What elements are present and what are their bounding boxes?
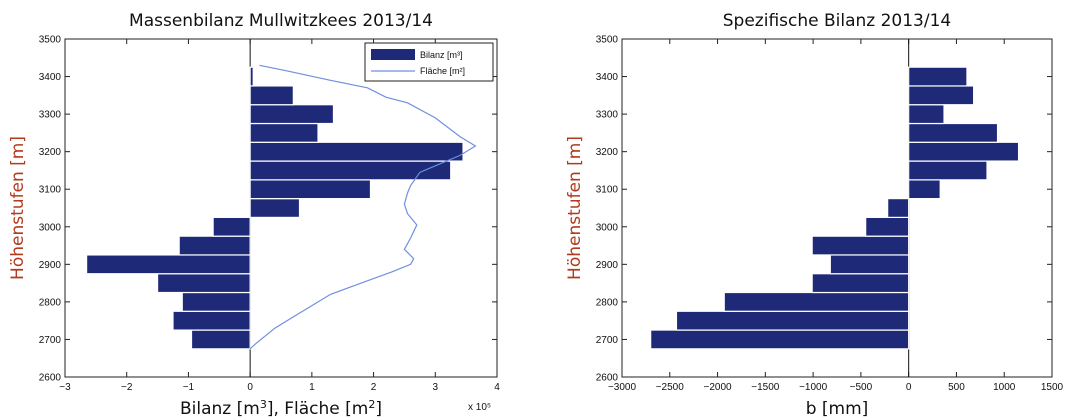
- y-tick-label: 3300: [39, 110, 62, 121]
- bar: [723, 291, 910, 312]
- bar: [156, 273, 251, 294]
- bar: [212, 216, 251, 237]
- legend-label-flaeche: Fläche [m²]: [420, 66, 465, 76]
- y-tick-label: 2600: [39, 373, 62, 384]
- x-tick-label: −1500: [751, 382, 780, 393]
- line-series-flaeche: [249, 64, 477, 350]
- x-tick-label: 1000: [993, 382, 1016, 393]
- x-tick-label: −2500: [656, 382, 685, 393]
- plot-frame: [621, 38, 1053, 378]
- x-tick-label: 0: [906, 382, 912, 393]
- y-axis-label: Höhenstufen [m]: [565, 136, 585, 280]
- x-axis-multiplier: x 10⁵: [468, 402, 491, 413]
- bar: [181, 291, 251, 312]
- x-tick-label: 2: [371, 382, 377, 393]
- chart-title: Spezifische Bilanz 2013/14: [723, 11, 952, 31]
- y-tick-label: 3500: [39, 35, 62, 46]
- bar: [249, 85, 294, 106]
- x-tick-label: 1: [309, 382, 315, 393]
- chart-spezifische-bilanz: Spezifische Bilanz 2013/14 Höhenstufen […: [565, 11, 1064, 419]
- y-tick-label: 2600: [596, 373, 619, 384]
- bar: [908, 104, 945, 125]
- x-tick-label: −3: [59, 382, 71, 393]
- bar: [190, 329, 251, 350]
- bar: [908, 160, 988, 181]
- y-tick-label: 2900: [39, 260, 62, 271]
- legend: Bilanz [m³] Fläche [m²]: [364, 42, 494, 82]
- x-tick-label: 0: [247, 382, 253, 393]
- y-tick-label: 2800: [39, 297, 62, 308]
- legend-label-bilanz: Bilanz [m³]: [420, 50, 463, 60]
- bar: [675, 310, 910, 331]
- bar: [85, 254, 251, 275]
- bar: [908, 66, 968, 87]
- bar: [811, 273, 910, 294]
- bar: [908, 179, 941, 200]
- x-tick-label: 500: [948, 382, 965, 393]
- y-tick-label: 3200: [39, 147, 62, 158]
- x-tick-label: −1000: [799, 382, 828, 393]
- bar: [249, 198, 301, 218]
- bar: [249, 104, 335, 125]
- y-tick-label: 2700: [39, 335, 62, 346]
- bar: [172, 310, 251, 331]
- bar: [865, 216, 910, 237]
- x-tick-label: −2: [121, 382, 133, 393]
- y-tick-label: 2700: [596, 335, 619, 346]
- plot-frame: [64, 38, 498, 378]
- y-tick-label: 2800: [596, 297, 619, 308]
- x-tick-label: −1: [183, 382, 195, 393]
- x-axis-label: b [mm]: [806, 399, 869, 419]
- bar: [908, 85, 975, 106]
- y-tick-label: 3100: [39, 185, 62, 196]
- x-axis-label: Bilanz [m3], Fläche [m2]: [180, 398, 382, 419]
- bar: [908, 122, 999, 143]
- x-tick-label: −500: [850, 382, 873, 393]
- x-tick-label: 1500: [1041, 382, 1064, 393]
- bar: [249, 179, 372, 200]
- y-tick-label: 3000: [39, 222, 62, 233]
- y-axis-label: Höhenstufen [m]: [8, 136, 28, 280]
- x-tick-label: −2000: [704, 382, 733, 393]
- y-tick-label: 3000: [596, 222, 619, 233]
- chart-massenbilanz: Massenbilanz Mullwitzkees 2013/14 Höhens…: [8, 11, 500, 419]
- y-tick-label: 3200: [596, 147, 619, 158]
- bar: [178, 235, 251, 256]
- y-tick-label: 3400: [596, 72, 619, 83]
- bar: [811, 235, 910, 256]
- y-tick-label: 3100: [596, 185, 619, 196]
- bar: [249, 141, 464, 162]
- x-tick-label: 4: [494, 382, 500, 393]
- y-tick-label: 3300: [596, 110, 619, 121]
- chart-title: Massenbilanz Mullwitzkees 2013/14: [129, 11, 433, 31]
- y-tick-label: 3400: [39, 72, 62, 83]
- x-tick-label: −3000: [608, 382, 637, 393]
- bar: [249, 160, 452, 181]
- bar: [249, 122, 319, 143]
- y-tick-label: 3500: [596, 35, 619, 46]
- bar: [908, 141, 1020, 162]
- bar: [887, 198, 910, 218]
- y-tick-label: 2900: [596, 260, 619, 271]
- x-tick-label: 3: [433, 382, 439, 393]
- legend-swatch-bilanz: [371, 49, 415, 60]
- bar: [650, 329, 910, 350]
- bar: [249, 66, 254, 87]
- bar: [829, 254, 910, 275]
